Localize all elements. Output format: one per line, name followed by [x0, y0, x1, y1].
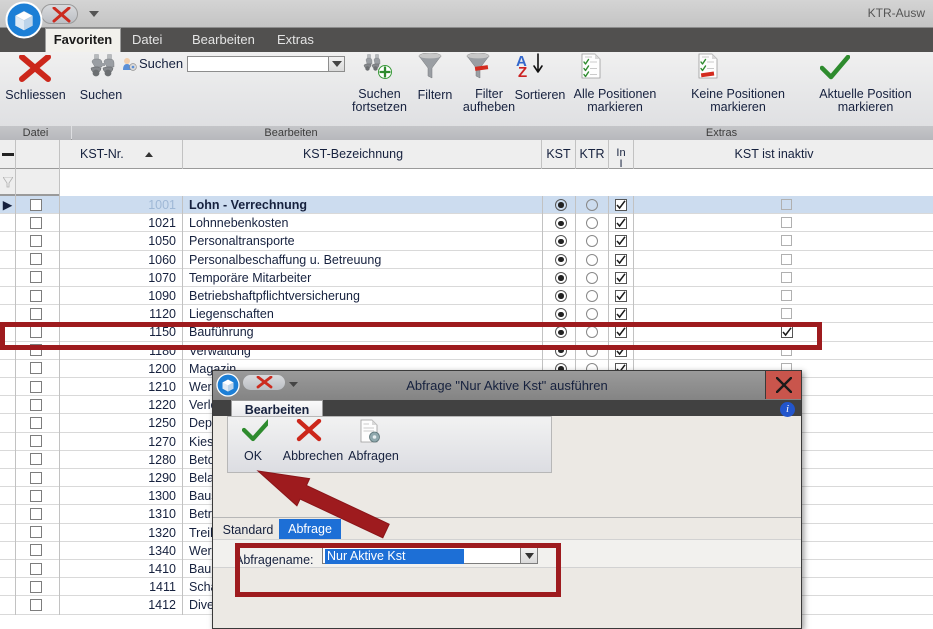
- svg-text:Z: Z: [518, 64, 527, 79]
